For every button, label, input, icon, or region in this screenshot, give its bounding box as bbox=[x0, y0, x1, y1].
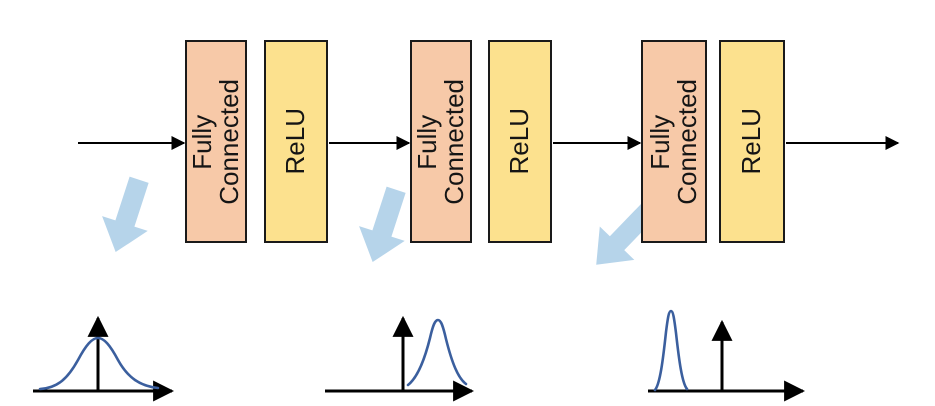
dist-2-curve bbox=[406, 318, 468, 387]
block-fully-connected-2[interactable]: Fully Connected bbox=[410, 40, 472, 243]
callout-arrow-group bbox=[102, 176, 658, 265]
block-relu-3[interactable]: ReLU bbox=[719, 40, 785, 243]
block-label: Fully Connected bbox=[186, 78, 244, 205]
dist-2-plot bbox=[325, 315, 475, 402]
block-fully-connected-1[interactable]: Fully Connected bbox=[185, 40, 247, 243]
block-label: ReLU bbox=[736, 108, 767, 175]
block-fully-connected-3[interactable]: Fully Connected bbox=[641, 40, 707, 243]
callout-arrow-1-icon bbox=[102, 176, 149, 253]
block-label: ReLU bbox=[280, 108, 311, 175]
block-relu-2[interactable]: ReLU bbox=[488, 40, 552, 243]
dist-3-plot bbox=[648, 309, 806, 402]
dist-1-plot bbox=[33, 315, 175, 402]
callout-arrow-2-icon bbox=[359, 186, 406, 263]
block-label: Fully Connected bbox=[411, 78, 469, 205]
dist-1-curve bbox=[38, 336, 160, 391]
dist-3-curve bbox=[653, 309, 689, 392]
block-relu-1[interactable]: ReLU bbox=[264, 40, 328, 243]
block-label: ReLU bbox=[504, 108, 535, 175]
block-label: Fully Connected bbox=[644, 78, 702, 205]
